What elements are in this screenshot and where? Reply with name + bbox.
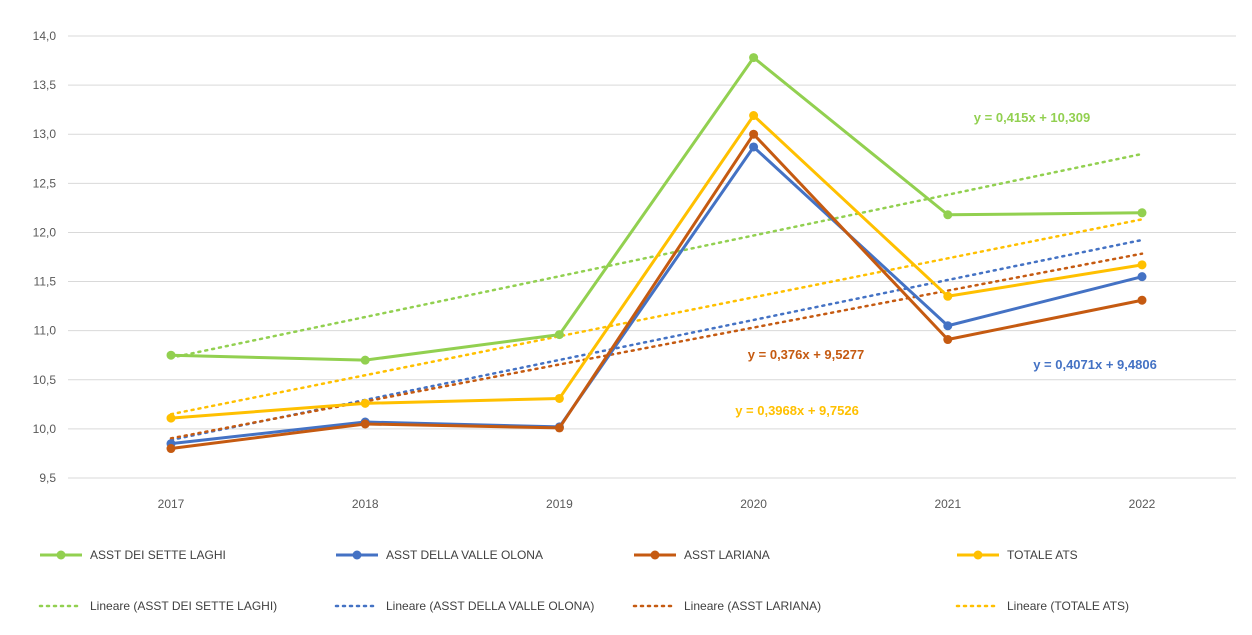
x-tick-label: 2019 — [546, 497, 573, 511]
data-point — [166, 350, 176, 360]
data-point — [1137, 295, 1147, 305]
trendline — [169, 238, 1144, 442]
legend-label: ASST DEI SETTE LAGHI — [90, 548, 226, 562]
x-tick-label: 2018 — [352, 497, 379, 511]
y-tick-label: 14,0 — [33, 29, 57, 43]
data-point — [554, 330, 564, 340]
legend-item: Lineare (ASST DELLA VALLE OLONA) — [334, 599, 594, 613]
series — [166, 129, 1147, 454]
series-line — [170, 114, 1143, 420]
series — [166, 142, 1147, 449]
legend-label: ASST LARIANA — [684, 548, 770, 562]
y-tick-label: 13,5 — [33, 78, 57, 92]
data-point — [749, 129, 759, 139]
legend-item: Lineare (TOTALE ATS) — [955, 599, 1129, 613]
data-point — [1137, 272, 1147, 282]
y-tick-label: 9,5 — [39, 471, 56, 485]
y-tick-label: 12,0 — [33, 225, 57, 239]
data-point — [943, 321, 953, 331]
legend-label: Lineare (ASST DELLA VALLE OLONA) — [386, 599, 594, 613]
y-tick-label: 10,0 — [33, 422, 57, 436]
data-point — [166, 413, 176, 423]
legend-marker — [56, 550, 66, 560]
y-tick-label: 12,5 — [33, 176, 57, 190]
trendline — [169, 218, 1144, 416]
y-tick-label: 11,0 — [34, 324, 57, 338]
data-point — [749, 53, 759, 63]
legend: ASST DEI SETTE LAGHI ASST DELLA VALLE OLO… — [38, 548, 1129, 613]
legend-item: Lineare (ASST LARIANA) — [632, 599, 821, 613]
data-point — [1137, 260, 1147, 270]
legend-marker — [650, 550, 660, 560]
trendline-equation: y = 0,415x + 10,309 — [974, 110, 1090, 125]
legend-label: ASST DELLA VALLE OLONA — [386, 548, 543, 562]
legend-item: TOTALE ATS — [957, 548, 1078, 562]
legend-item: ASST DEI SETTE LAGHI — [40, 548, 226, 562]
x-axis-tick-labels: 2017 2018 2019 2020 2021 2022 — [158, 497, 1156, 511]
data-point — [943, 291, 953, 301]
data-point — [166, 444, 176, 454]
y-tick-label: 13,0 — [33, 127, 57, 141]
data-point — [360, 355, 370, 365]
series — [166, 111, 1147, 423]
series-line — [170, 145, 1143, 446]
data-point — [360, 419, 370, 429]
legend-label: TOTALE ATS — [1007, 548, 1078, 562]
legend-item: Lineare (ASST DEI SETTE LAGHI) — [38, 599, 277, 613]
series — [166, 53, 1147, 365]
x-tick-label: 2021 — [934, 497, 961, 511]
y-axis-tick-labels: 9,5 10,0 10,5 11,0 11,5 12,0 12,5 13,0 13,5 14,0 — [33, 29, 57, 485]
trendline-equations: y = 0,415x + 10,309 y = 0,4071x + 9,4806 y… — [735, 110, 1157, 418]
legend-label: Lineare (ASST DEI SETTE LAGHI) — [90, 599, 277, 613]
data-point — [360, 398, 370, 408]
data-point — [943, 335, 953, 345]
trendline-equation: y = 0,4071x + 9,4806 — [1033, 357, 1157, 372]
x-tick-label: 2020 — [740, 497, 767, 511]
y-tick-label: 11,5 — [34, 275, 57, 289]
data-point — [554, 423, 564, 433]
legend-marker — [973, 550, 983, 560]
legend-label: Lineare (ASST LARIANA) — [684, 599, 821, 613]
y-tick-label: 10,5 — [33, 373, 57, 387]
trendline-equation: y = 0,376x + 9,5277 — [748, 347, 864, 362]
data-series — [166, 53, 1147, 454]
series-line — [170, 56, 1143, 362]
x-tick-label: 2022 — [1129, 497, 1156, 511]
trendline-equation: y = 0,3968x + 9,7526 — [735, 403, 859, 418]
series-line — [170, 132, 1143, 451]
data-point — [554, 393, 564, 403]
legend-marker — [352, 550, 362, 560]
x-tick-label: 2017 — [158, 497, 185, 511]
data-point — [1137, 208, 1147, 218]
gridlines — [68, 35, 1236, 479]
legend-item: ASST DELLA VALLE OLONA — [336, 548, 543, 562]
data-point — [943, 210, 953, 220]
legend-label: Lineare (TOTALE ATS) — [1007, 599, 1129, 613]
legend-item: ASST LARIANA — [634, 548, 770, 562]
data-point — [749, 111, 759, 121]
data-point — [749, 142, 759, 152]
